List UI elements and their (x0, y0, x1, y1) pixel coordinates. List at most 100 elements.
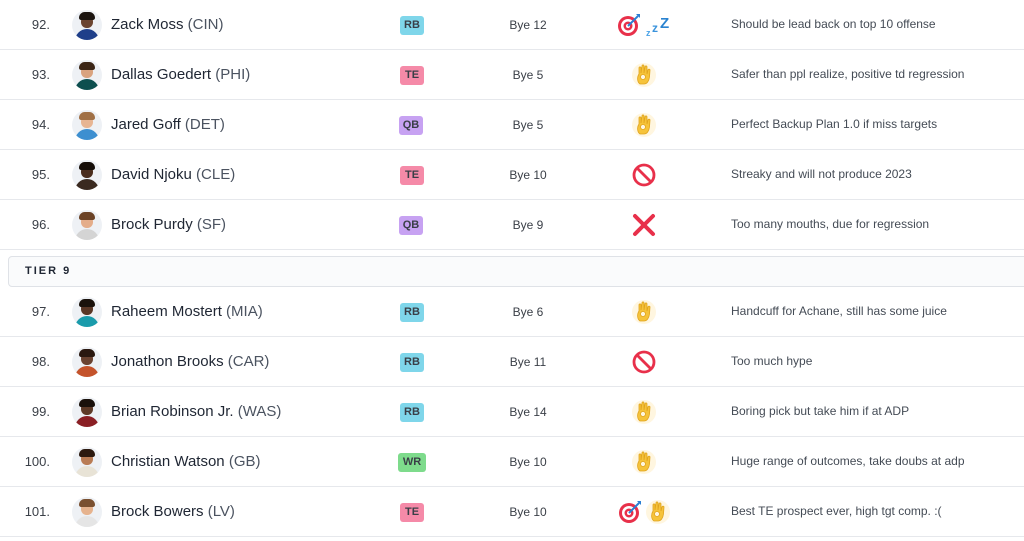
player-name: Raheem Mostert (111, 303, 222, 320)
position-badge: TE (400, 66, 424, 85)
player-row[interactable]: 100. Christian Watson (GB) WR Bye 10 Huge ra… (0, 437, 1024, 487)
bye-week: Bye 9 (512, 218, 544, 232)
player-tags (612, 447, 676, 477)
position-badge: RB (400, 353, 424, 372)
ok-hand-icon (631, 112, 657, 138)
player-avatar (72, 397, 102, 427)
position-badge: QB (399, 116, 423, 135)
player-name-link[interactable]: Brian Robinson Jr. (WAS) (111, 387, 281, 437)
player-row[interactable]: 99. Brian Robinson Jr. (WAS) RB Bye 14 Borin… (0, 387, 1024, 437)
player-name: David Njoku (111, 166, 192, 183)
svg-text:Z: Z (660, 15, 669, 32)
cross-mark-icon (631, 212, 657, 238)
player-name-link[interactable]: Jared Goff (DET) (111, 100, 225, 150)
player-name-link[interactable]: Brock Bowers (LV) (111, 487, 235, 537)
player-name: Jared Goff (111, 116, 181, 133)
player-note: Best TE prospect ever, high tgt comp. :( (731, 504, 942, 518)
bye-week: Bye 10 (509, 455, 547, 469)
player-name-link[interactable]: Brock Purdy (SF) (111, 200, 226, 250)
player-name-link[interactable]: Jonathon Brooks (CAR) (111, 337, 269, 387)
player-row[interactable]: 92. Zack Moss (CIN) RB Bye 12 z z Z Should be l… (0, 0, 1024, 50)
player-row[interactable]: 101. Brock Bowers (LV) TE Bye 10 Best TE pro… (0, 487, 1024, 537)
player-note: Boring pick but take him if at ADP (731, 404, 910, 418)
player-team: (WAS) (233, 403, 282, 420)
bye-week: Bye 6 (512, 305, 544, 319)
player-tags (612, 60, 676, 90)
player-name-link[interactable]: Zack Moss (CIN) (111, 0, 224, 50)
player-tags (612, 160, 676, 190)
ok-hand-icon (645, 499, 671, 525)
rank-number: 99. (31, 404, 50, 419)
player-name: Brock Purdy (111, 216, 193, 233)
player-name: Zack Moss (111, 16, 184, 33)
player-avatar (72, 497, 102, 527)
player-row[interactable]: 95. David Njoku (CLE) TE Bye 10 Streaky and … (0, 150, 1024, 200)
player-avatar (72, 447, 102, 477)
player-name-link[interactable]: David Njoku (CLE) (111, 150, 235, 200)
rank-number: 95. (31, 167, 50, 182)
tier-header: TIER 9 (8, 256, 1024, 287)
bye-week: Bye 14 (509, 405, 547, 419)
position-badge: RB (400, 303, 424, 322)
ok-hand-icon (631, 399, 657, 425)
player-tags (612, 497, 676, 527)
player-row[interactable]: 98. Jonathon Brooks (CAR) RB Bye 11 Too much… (0, 337, 1024, 387)
player-note: Streaky and will not produce 2023 (731, 167, 912, 181)
rank-number: 93. (31, 67, 50, 82)
player-avatar (72, 60, 102, 90)
ok-hand-icon (631, 62, 657, 88)
rank-number: 96. (31, 217, 50, 232)
player-name: Dallas Goedert (111, 66, 212, 83)
svg-text:z: z (652, 21, 658, 35)
position-badge: RB (400, 403, 424, 422)
position-badge: WR (398, 453, 426, 472)
player-tags (612, 347, 676, 377)
bye-week: Bye 5 (512, 118, 544, 132)
player-avatar (72, 10, 102, 40)
position-badge: QB (399, 216, 423, 235)
target-icon (616, 12, 642, 38)
bye-week: Bye 10 (509, 168, 547, 182)
player-name-link[interactable]: Dallas Goedert (PHI) (111, 50, 250, 100)
player-team: (SF) (192, 216, 227, 233)
player-row[interactable]: 97. Raheem Mostert (MIA) RB Bye 6 Handcuff f… (0, 287, 1024, 337)
player-row[interactable]: 96. Brock Purdy (SF) QB Bye 9 Too many mouth… (0, 200, 1024, 250)
player-note: Huge range of outcomes, take doubs at ad… (731, 454, 965, 468)
player-note: Too much hype (731, 354, 813, 368)
player-name: Brian Robinson Jr. (111, 403, 234, 420)
bye-week: Bye 12 (509, 18, 547, 32)
player-avatar (72, 110, 102, 140)
player-avatar (72, 297, 102, 327)
position-badge: RB (400, 16, 424, 35)
player-name-link[interactable]: Raheem Mostert (MIA) (111, 287, 263, 337)
player-name-link[interactable]: Christian Watson (GB) (111, 437, 261, 487)
prohibited-icon (631, 349, 657, 375)
player-name: Brock Bowers (111, 503, 204, 520)
player-name: Jonathon Brooks (111, 353, 224, 370)
target-icon (617, 499, 643, 525)
player-team: (PHI) (211, 66, 251, 83)
position-badge: TE (400, 166, 424, 185)
player-row[interactable]: 93. Dallas Goedert (PHI) TE Bye 5 Safer than… (0, 50, 1024, 100)
player-name: Christian Watson (111, 453, 225, 470)
player-team: (CLE) (191, 166, 236, 183)
svg-text:z: z (646, 28, 651, 38)
ok-hand-icon (631, 449, 657, 475)
player-avatar (72, 210, 102, 240)
player-note: Handcuff for Achane, still has some juic… (731, 304, 947, 318)
player-avatar (72, 160, 102, 190)
player-team: (CIN) (183, 16, 224, 33)
rank-number: 92. (31, 17, 50, 32)
tier-label: TIER 9 (25, 265, 72, 277)
bye-week: Bye 10 (509, 505, 547, 519)
player-row[interactable]: 94. Jared Goff (DET) QB Bye 5 Perfect Backup… (0, 100, 1024, 150)
player-tags (612, 210, 676, 240)
player-avatar (72, 347, 102, 377)
bye-week: Bye 5 (512, 68, 544, 82)
rank-number: 101. (24, 504, 50, 519)
player-note: Should be lead back on top 10 offense (731, 17, 936, 31)
player-team: (CAR) (223, 353, 270, 370)
player-team: (GB) (224, 453, 261, 470)
player-team: (DET) (180, 116, 225, 133)
